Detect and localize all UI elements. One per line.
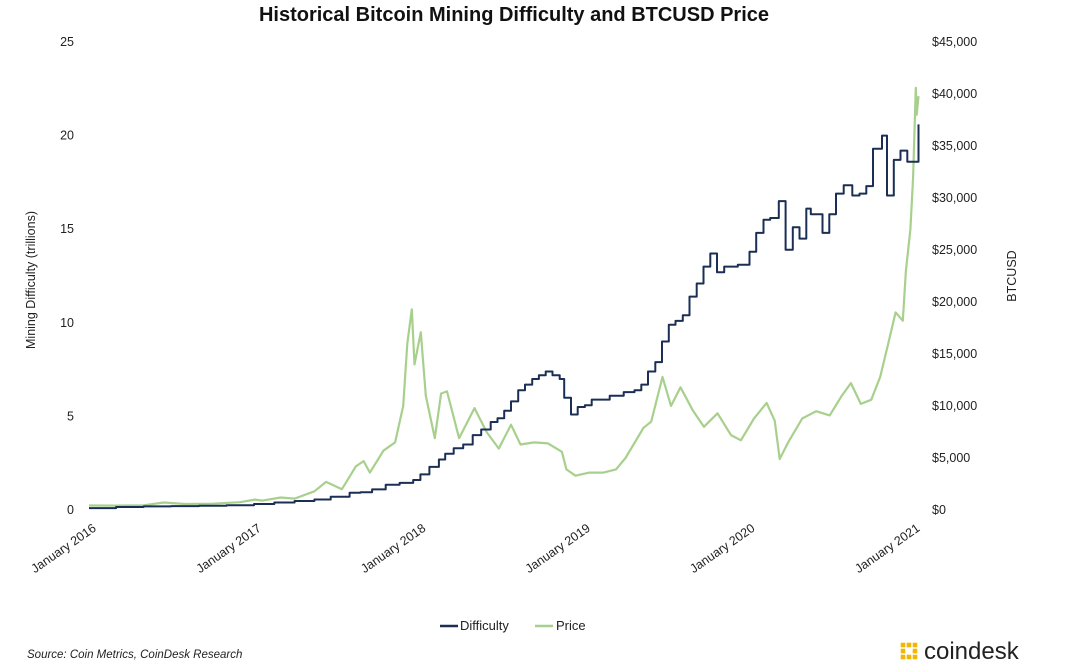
coindesk-logo-icon <box>900 642 918 660</box>
x-tick-label: January 2016 <box>29 521 99 576</box>
logo-square <box>906 654 912 660</box>
right-tick-label: $20,000 <box>932 295 977 309</box>
price-series-line <box>88 86 920 507</box>
x-tick-label: January 2017 <box>194 521 264 576</box>
left-y-axis-ticks: 0 5 10 15 20 25 <box>60 35 74 517</box>
x-tick-label: January 2021 <box>852 521 922 576</box>
left-tick-label: 5 <box>67 409 74 423</box>
right-y-axis-ticks: $0 $5,000 $10,000 $15,000 $20,000 $25,000 $30,… <box>932 35 977 517</box>
left-tick-label: 15 <box>60 222 74 236</box>
difficulty-series-line <box>89 124 920 510</box>
coindesk-logo: coindesk <box>900 638 1020 665</box>
right-tick-label: $45,000 <box>932 35 977 49</box>
right-tick-label: $15,000 <box>932 347 977 361</box>
legend: Difficulty Price <box>440 618 586 633</box>
logo-square <box>900 654 906 660</box>
x-tick-label: January 2019 <box>523 521 593 576</box>
right-tick-label: $10,000 <box>932 399 977 413</box>
logo-square <box>912 648 918 654</box>
chart-title: Historical Bitcoin Mining Difficulty and… <box>259 4 769 26</box>
source-note: Source: Coin Metrics, CoinDesk Research <box>27 649 242 661</box>
logo-square <box>912 642 918 648</box>
plot-lines <box>88 86 920 510</box>
logo-square <box>900 642 906 648</box>
right-axis-title: BTCUSD <box>1005 250 1019 301</box>
right-tick-label: $25,000 <box>932 243 977 257</box>
legend-label-price: Price <box>556 618 586 633</box>
logo-square <box>906 642 912 648</box>
right-tick-label: $30,000 <box>932 191 977 205</box>
right-tick-label: $35,000 <box>932 139 977 153</box>
x-tick-label: January 2020 <box>687 521 757 576</box>
left-tick-label: 0 <box>67 503 74 517</box>
right-tick-label: $5,000 <box>932 451 970 465</box>
right-tick-label: $40,000 <box>932 87 977 101</box>
left-axis-title: Mining Difficulty (trillions) <box>24 211 38 349</box>
logo-square <box>912 654 918 660</box>
x-tick-label: January 2018 <box>358 521 428 576</box>
legend-label-difficulty: Difficulty <box>460 618 509 633</box>
left-tick-label: 25 <box>60 35 74 49</box>
coindesk-wordmark: coindesk <box>924 638 1020 665</box>
left-tick-label: 10 <box>60 316 74 330</box>
x-axis-ticks: January 2016 January 2017 January 2018 Janu… <box>29 521 923 576</box>
right-tick-label: $0 <box>932 503 946 517</box>
logo-square <box>900 648 906 654</box>
left-tick-label: 20 <box>60 129 74 143</box>
